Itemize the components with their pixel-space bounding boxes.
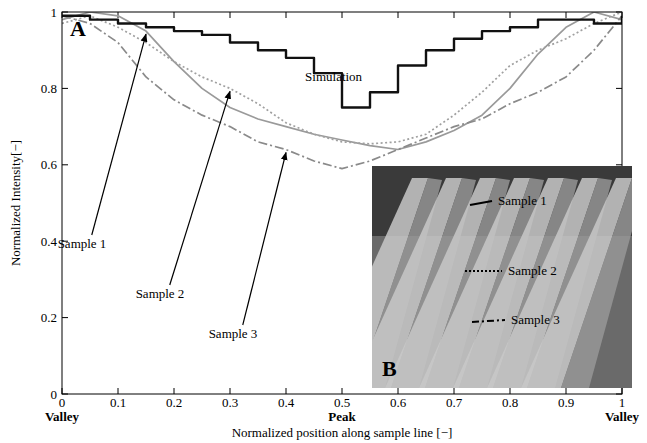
plot-frame	[62, 12, 622, 394]
x-region-label: Valley	[45, 409, 80, 424]
x-axis-title: Normalized position along sample line [−…	[232, 425, 453, 440]
inset: Sample 1 Sample 2 Sample 3 B	[317, 166, 646, 388]
series-line	[62, 12, 622, 150]
x-tick-top	[342, 12, 343, 18]
x-tick-label: 0.2	[166, 395, 182, 410]
x-tick-top	[510, 12, 511, 18]
x-tick-label: 0.6	[390, 395, 407, 410]
x-tick-label: 0.1	[110, 395, 126, 410]
x-tick-top	[566, 12, 567, 18]
inset-photo	[372, 166, 632, 388]
panel-letter: A	[70, 16, 86, 41]
inset-sample-label: Sample 3	[511, 312, 560, 327]
x-tick-label: 0	[59, 395, 66, 410]
annotation-arrow	[243, 153, 286, 325]
x-tick	[510, 388, 511, 394]
y-tick-right	[616, 88, 622, 89]
x-tick-top	[286, 12, 287, 18]
x-tick-top	[174, 12, 175, 18]
series-annotation: Simulation	[305, 69, 363, 84]
x-tick-label: 0.8	[502, 395, 518, 410]
x-tick	[230, 388, 231, 394]
x-tick	[342, 388, 343, 394]
x-tick	[398, 388, 399, 394]
x-tick	[454, 388, 455, 394]
y-tick	[62, 317, 68, 318]
x-tick-top	[454, 12, 455, 18]
x-tick	[174, 388, 175, 394]
series-annotation: Sample 2	[136, 286, 185, 301]
x-tick-label: 1	[619, 395, 626, 410]
x-tick-label: 0.5	[334, 395, 350, 410]
x-tick-top	[230, 12, 231, 18]
inset-ridge-shade	[561, 178, 632, 388]
y-tick-label: 0.2	[41, 310, 57, 325]
x-tick-top	[398, 12, 399, 18]
annotation-arrow	[170, 91, 230, 285]
series-line	[62, 16, 622, 108]
series-line	[62, 16, 622, 169]
inset-sample-line	[470, 201, 492, 205]
panel-letter: B	[382, 356, 397, 381]
x-tick-label: 0.7	[446, 395, 463, 410]
series-annotation: Sample 3	[209, 326, 258, 341]
x-region-label: Valley	[605, 409, 640, 424]
y-tick-label: 0.8	[41, 81, 57, 96]
y-tick-label: 0.4	[41, 234, 58, 249]
x-tick-label: 0.9	[558, 395, 574, 410]
y-axis-title: Normalized Intensity[−]	[8, 140, 23, 266]
x-tick	[286, 388, 287, 394]
series-annotation: Sample 1	[58, 236, 107, 251]
x-region-label: Peak	[328, 409, 356, 424]
y-tick-label: 0	[51, 387, 58, 402]
inset-sample-label: Sample 1	[498, 193, 547, 208]
inset-sample-line	[472, 320, 505, 322]
chart: 0 0.1 0.2 0.3 0.4 0.5 0.6 0.7 0.8 0.9 1 0 0.2 0.4 0.6 0…	[0, 0, 647, 443]
x-tick-label: 0.3	[222, 395, 238, 410]
y-tick-label: 1	[51, 5, 58, 20]
x-tick	[566, 388, 567, 394]
y-tick-right	[616, 164, 622, 165]
x-tick	[118, 388, 119, 394]
x-tick-label: 0.4	[278, 395, 295, 410]
inset-sample-label: Sample 2	[508, 263, 557, 278]
y-tick	[62, 164, 68, 165]
annotation-arrow	[92, 34, 146, 235]
y-tick	[62, 88, 68, 89]
inset-sample-line	[465, 270, 502, 272]
y-tick-label: 0.6	[41, 157, 58, 172]
